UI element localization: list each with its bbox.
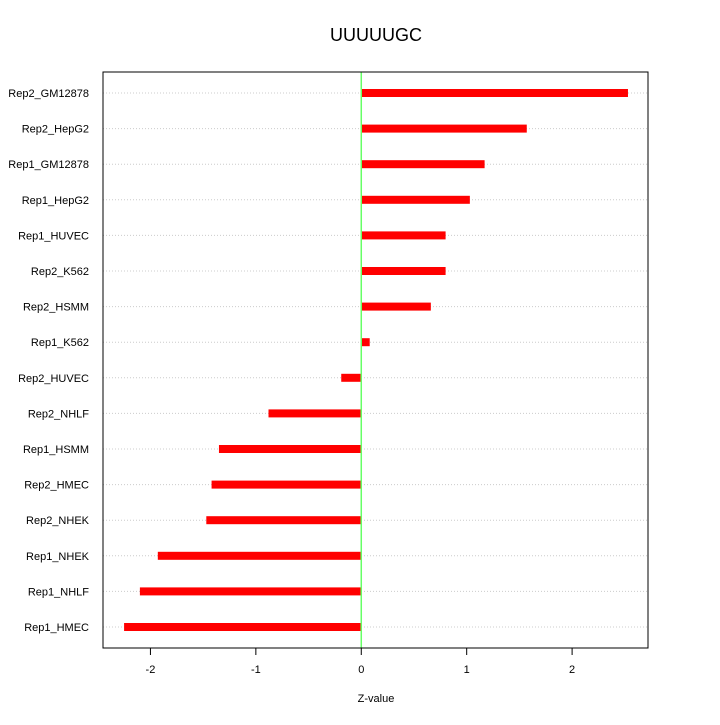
x-tick-label: -2 — [146, 664, 156, 676]
bar — [341, 373, 362, 382]
x-axis-label: Z-value — [358, 693, 395, 705]
y-tick-label: Rep1_NHLF — [28, 586, 89, 598]
y-tick-label: Rep1_NHEK — [26, 551, 90, 563]
x-tick-label: 1 — [464, 664, 470, 676]
bar — [206, 516, 362, 525]
bar — [218, 445, 362, 453]
bar — [124, 623, 362, 631]
y-tick-label: Rep2_NHEK — [26, 515, 90, 527]
y-tick-label: Rep1_HSMM — [23, 444, 89, 456]
bar — [361, 89, 628, 97]
y-tick-label: Rep1_HMEC — [24, 622, 89, 634]
y-tick-label: Rep2_HUVEC — [18, 373, 89, 385]
bar — [268, 409, 362, 418]
y-tick-label: Rep1_GM12878 — [8, 159, 89, 171]
y-tick-label: Rep2_HMEC — [24, 480, 89, 492]
bar — [361, 338, 370, 347]
bar — [139, 587, 362, 596]
y-tick-label: Rep1_HUVEC — [18, 230, 89, 242]
bar — [361, 124, 527, 133]
bar — [361, 302, 431, 311]
y-tick-label: Rep1_K562 — [31, 337, 89, 349]
bar — [361, 195, 470, 204]
bar — [361, 231, 446, 240]
y-tick-labels: Rep2_GM12878 Rep2_HepG2 Rep1_GM12878 Rep1_H… — [8, 88, 89, 634]
y-tick-label: Rep1_HepG2 — [22, 195, 89, 207]
bar — [211, 480, 362, 489]
plot-frame — [102, 71, 649, 649]
y-tick-label: Rep2_GM12878 — [8, 88, 89, 100]
x-tick-label: 2 — [569, 664, 575, 676]
bar — [157, 551, 362, 560]
y-tick-label: Rep2_K562 — [31, 266, 89, 278]
chart-title: UUUUUGC — [330, 25, 422, 45]
y-tick-label: Rep2_HepG2 — [22, 124, 89, 136]
grid-layer — [103, 92, 648, 628]
bar — [361, 160, 485, 169]
y-tick-label: Rep2_HSMM — [23, 302, 89, 314]
bar-layer — [124, 89, 628, 631]
x-axis: -2 -1 0 1 2 — [146, 648, 575, 676]
y-tick-label: Rep2_NHLF — [28, 408, 89, 420]
bar — [361, 267, 446, 275]
x-tick-label: 0 — [358, 664, 364, 676]
x-tick-label: -1 — [251, 664, 261, 676]
